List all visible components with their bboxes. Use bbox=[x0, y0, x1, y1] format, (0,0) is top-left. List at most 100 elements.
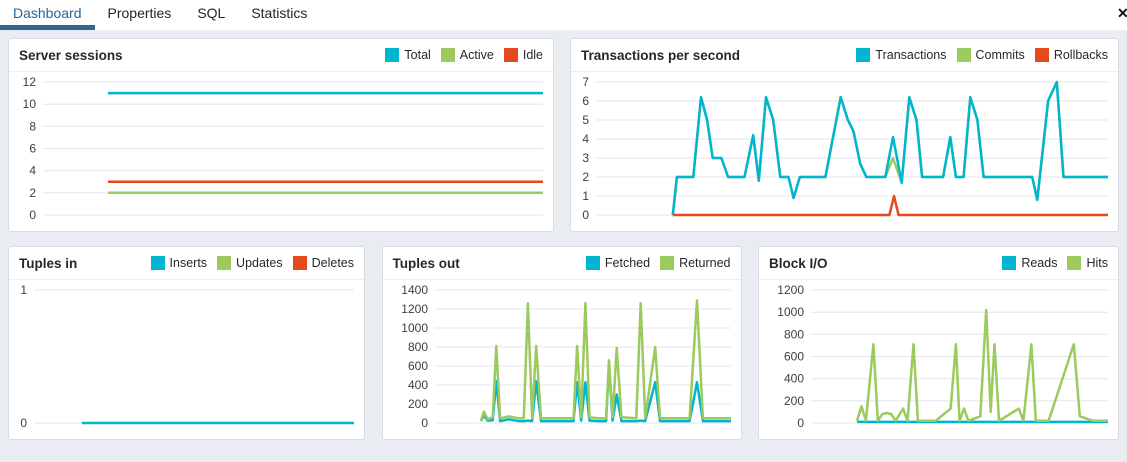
panel-block-io: Block I/O Reads Hits 0 200 400 600 800 1000 120… bbox=[758, 246, 1119, 440]
legend: Reads Hits bbox=[1002, 256, 1108, 270]
tab-properties[interactable]: Properties bbox=[107, 4, 172, 21]
legend-item: Commits bbox=[956, 48, 1025, 62]
y-tick-label: 1000 bbox=[777, 305, 804, 319]
dashboard-row-1: Server sessions Total Active Idle 0 2 4 6 8 10 1… bbox=[8, 38, 1119, 232]
y-tick-label: 1 bbox=[582, 189, 589, 203]
legend-item: Rollbacks bbox=[1034, 48, 1108, 62]
y-tick-label: 400 bbox=[784, 372, 804, 386]
panel-header: Tuples in Inserts Updates Deletes bbox=[9, 247, 364, 280]
series-hits bbox=[855, 308, 1108, 423]
y-tick-label: 0 bbox=[797, 416, 804, 430]
legend-item: Returned bbox=[660, 256, 731, 270]
legend: Fetched Returned bbox=[585, 256, 731, 270]
legend-item: Updates bbox=[217, 256, 283, 270]
series-fetched bbox=[479, 362, 731, 423]
legend-label: Total bbox=[404, 48, 431, 62]
y-tick-label: 1200 bbox=[401, 302, 428, 316]
legend-swatch-icon bbox=[503, 48, 518, 62]
panel-title: Transactions per second bbox=[581, 47, 741, 63]
legend-item: Transactions bbox=[856, 48, 947, 62]
tuples-out-chart: 0 200 400 600 800 1000 1200 1400 bbox=[383, 280, 741, 439]
legend-swatch-icon bbox=[585, 256, 600, 270]
legend-label: Rollbacks bbox=[1053, 48, 1108, 62]
y-tick-label: 4 bbox=[582, 132, 589, 146]
panel-title: Tuples out bbox=[392, 255, 460, 271]
tab-bar: Dashboard Properties SQL Statistics ✕ bbox=[0, 0, 1127, 30]
tab-sql[interactable]: SQL bbox=[197, 4, 226, 21]
legend-label: Idle bbox=[522, 48, 543, 62]
y-tick-label: 2 bbox=[29, 186, 36, 200]
legend-item: Active bbox=[440, 48, 494, 62]
block-io-chart: 0 200 400 600 800 1000 1200 bbox=[759, 280, 1118, 439]
legend-item: Deletes bbox=[292, 256, 354, 270]
legend-label: Reads bbox=[1021, 256, 1058, 270]
close-icon[interactable]: ✕ bbox=[1117, 5, 1127, 21]
y-tick-label: 1 bbox=[20, 283, 27, 297]
legend-label: Hits bbox=[1086, 256, 1108, 270]
y-tick-label: 0 bbox=[582, 208, 589, 222]
legend-swatch-icon bbox=[956, 48, 971, 62]
y-tick-label: 200 bbox=[407, 397, 427, 411]
legend-label: Updates bbox=[236, 256, 283, 270]
dashboard-content: Server sessions Total Active Idle 0 2 4 6 8 10 1… bbox=[0, 30, 1127, 462]
y-tick-label: 1000 bbox=[401, 321, 428, 335]
legend-swatch-icon bbox=[440, 48, 455, 62]
chart-canvas: 01 bbox=[20, 283, 354, 430]
chart-canvas: 0 1 2 3 4 5 6 7 bbox=[582, 75, 1108, 222]
chart-canvas: 0 2 4 6 8 10 12 bbox=[23, 75, 543, 222]
y-tick-label: 6 bbox=[582, 94, 589, 108]
legend-swatch-icon bbox=[856, 48, 871, 62]
panel-header: Transactions per second Transactions Comm… bbox=[571, 39, 1118, 72]
tab-dashboard[interactable]: Dashboard bbox=[0, 0, 95, 30]
legend-swatch-icon bbox=[1067, 256, 1082, 270]
legend-label: Commits bbox=[975, 48, 1025, 62]
y-tick-label: 200 bbox=[784, 394, 804, 408]
legend-swatch-icon bbox=[1034, 48, 1049, 62]
y-tick-label: 4 bbox=[29, 164, 36, 178]
panel-title: Block I/O bbox=[769, 255, 828, 271]
y-tick-label: 6 bbox=[29, 142, 36, 156]
legend-label: Inserts bbox=[169, 256, 208, 270]
legend: Inserts Updates Deletes bbox=[150, 256, 354, 270]
tab-statistics[interactable]: Statistics bbox=[251, 4, 308, 21]
legend-item: Fetched bbox=[585, 256, 651, 270]
series-returned bbox=[479, 299, 731, 422]
panel-header: Server sessions Total Active Idle bbox=[9, 39, 553, 72]
legend-swatch-icon bbox=[292, 256, 307, 270]
panel-tuples-out: Tuples out Fetched Returned 0 200 400 600 800… bbox=[381, 246, 742, 440]
y-tick-label: 800 bbox=[407, 340, 427, 354]
legend-item: Reads bbox=[1002, 256, 1057, 270]
legend-swatch-icon bbox=[1002, 256, 1017, 270]
series-transactions bbox=[671, 80, 1108, 216]
y-tick-label: 600 bbox=[784, 350, 804, 364]
y-tick-label: 10 bbox=[23, 97, 37, 111]
y-tick-label: 5 bbox=[582, 113, 589, 127]
legend-label: Returned bbox=[679, 256, 731, 270]
legend-label: Transactions bbox=[875, 48, 947, 62]
server-sessions-chart: 0 2 4 6 8 10 12 bbox=[9, 72, 553, 231]
chart-canvas: 0 200 400 600 800 1000 1200 1400 bbox=[401, 283, 731, 430]
legend-label: Fetched bbox=[604, 256, 651, 270]
panel-title: Tuples in bbox=[19, 255, 78, 271]
y-tick-label: 400 bbox=[407, 378, 427, 392]
legend: Total Active Idle bbox=[385, 48, 543, 62]
panel-title: Server sessions bbox=[19, 47, 123, 63]
panel-header: Tuples out Fetched Returned bbox=[382, 247, 741, 280]
y-tick-label: 600 bbox=[407, 359, 427, 373]
legend: Transactions Commits Rollbacks bbox=[856, 48, 1108, 62]
y-tick-label: 0 bbox=[421, 416, 428, 430]
legend-label: Deletes bbox=[311, 256, 354, 270]
legend-swatch-icon bbox=[150, 256, 165, 270]
y-tick-label: 800 bbox=[784, 327, 804, 341]
legend-swatch-icon bbox=[385, 48, 400, 62]
panel-server-sessions: Server sessions Total Active Idle 0 2 4 6 8 10 1… bbox=[8, 38, 554, 232]
legend-item: Idle bbox=[503, 48, 543, 62]
chart-canvas: 0 200 400 600 800 1000 1200 bbox=[777, 283, 1108, 430]
transactions-chart: 0 1 2 3 4 5 6 7 bbox=[571, 72, 1118, 231]
legend-swatch-icon bbox=[217, 256, 232, 270]
legend-item: Hits bbox=[1067, 256, 1108, 270]
y-tick-label: 7 bbox=[582, 75, 589, 89]
